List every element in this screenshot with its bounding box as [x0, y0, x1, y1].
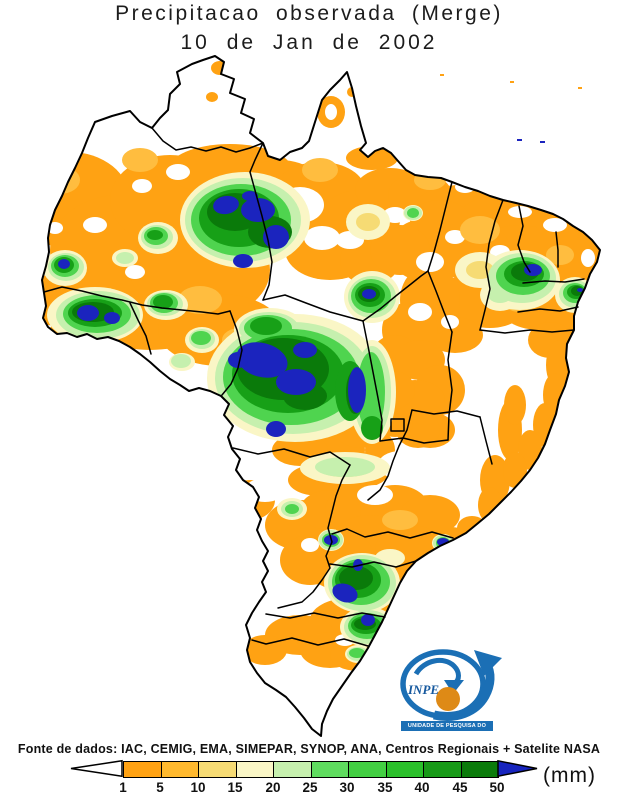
legend-tick-20: 20 [265, 780, 281, 795]
legend-swatch-15-20 [236, 762, 274, 777]
legend-color-bar [123, 761, 499, 778]
legend-swatch-25-30 [311, 762, 349, 777]
legend-swatch-35-40 [386, 762, 424, 777]
logo-sweep-arrowhead [474, 650, 502, 676]
legend-unit-label: (mm) [543, 764, 596, 787]
legend-tick-10: 10 [190, 780, 206, 795]
precipitation-layer [42, 61, 600, 671]
rain-over-50mm-areas [58, 191, 583, 626]
legend-swatch-5-10 [161, 762, 199, 777]
inpe-emblem: INPE [400, 649, 502, 721]
legend-tick-5: 5 [156, 780, 164, 795]
legend-tick-15: 15 [227, 780, 243, 795]
legend-swatch-20-25 [274, 762, 312, 777]
country-outline [41, 55, 601, 737]
legend-tick-45: 45 [452, 780, 468, 795]
data-source-line: Fonte de dados: IAC, CEMIG, EMA, SIMEPAR… [17, 742, 601, 756]
inpe-logo: INPE UNIDADE DE PESQUISA DO MCTIC [396, 646, 528, 739]
logo-orange-planet [436, 687, 460, 711]
legend-tick-25: 25 [302, 780, 318, 795]
legend-tick-30: 30 [339, 780, 355, 795]
legend-swatch-40-45 [424, 762, 462, 777]
legend-tick-50: 50 [489, 780, 505, 795]
dry-gaps [47, 104, 595, 646]
legend-overflow-arrow [497, 759, 538, 778]
logo-acronym: INPE [407, 682, 439, 697]
legend-swatch-10-15 [199, 762, 237, 777]
legend-underflow-arrow [70, 759, 123, 778]
contour-specks [440, 74, 582, 143]
legend-tick-40: 40 [414, 780, 430, 795]
legend-tick-35: 35 [377, 780, 393, 795]
logo-inner-arrowhead [444, 680, 464, 694]
precipitation-legend: 1 5 10 15 20 25 30 35 40 45 50 (mm) [0, 758, 618, 800]
title-date: 10 de Jan de 2002 [180, 31, 438, 54]
title-line1: Precipitacao observada (Merge) [115, 2, 503, 25]
logo-inner-swirl [413, 657, 461, 687]
logo-sweep-arrow [433, 660, 495, 721]
state-borders [43, 127, 585, 647]
logo-banner: UNIDADE DE PESQUISA DO MCTIC [401, 721, 493, 739]
legend-swatch-1-5 [124, 762, 162, 777]
legend-swatch-45-50 [461, 762, 498, 777]
legend-swatch-30-35 [349, 762, 387, 777]
page-title: Precipitacao observada (Merge) 10 de Jan… [0, 2, 618, 55]
legend-tick-1: 1 [119, 780, 127, 795]
